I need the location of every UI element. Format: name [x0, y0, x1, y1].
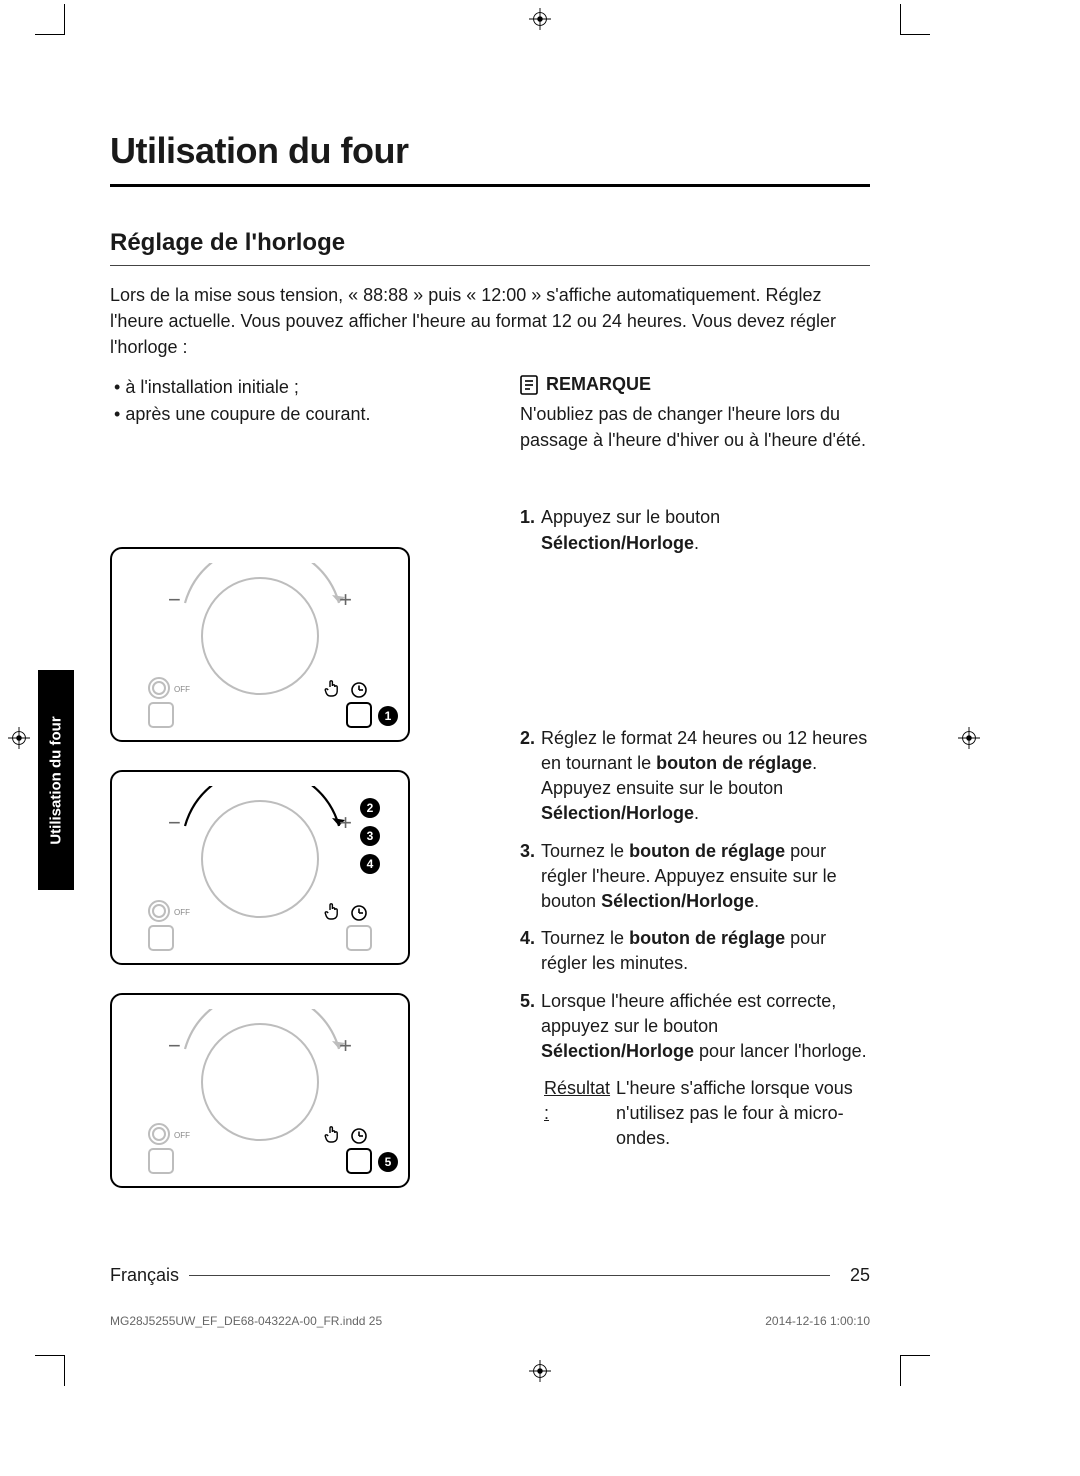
step-text: Lorsque l'heure affichée est correcte, a…	[541, 989, 870, 1065]
note-icon	[520, 375, 538, 395]
crop-mark	[35, 34, 65, 35]
step-badge: 4	[360, 854, 380, 874]
minus-icon: −	[168, 810, 181, 836]
step-badge: 3	[360, 826, 380, 846]
bullet-item: à l'installation initiale ;	[114, 374, 490, 401]
step-2: 2. Réglez le format 24 heures ou 12 heur…	[520, 726, 870, 827]
step-4: 4. Tournez le bouton de réglage pour rég…	[520, 926, 870, 976]
step-badge: 2	[360, 798, 380, 818]
off-label: OFF	[174, 908, 190, 917]
registration-mark-icon	[529, 8, 551, 30]
note-heading: REMARQUE	[520, 374, 870, 395]
step-number: 2.	[520, 726, 535, 827]
title-rule	[110, 184, 870, 187]
minus-icon: −	[168, 587, 181, 613]
registration-mark-icon	[958, 727, 980, 749]
control-panels: − + OFF 1 − + OFF 2 3 4 − + OFF 5	[110, 547, 490, 1188]
intro-paragraph: Lors de la mise sous tension, « 88:88 » …	[110, 282, 870, 360]
indd-filename: MG28J5255UW_EF_DE68-04322A-00_FR.indd 25	[110, 1314, 382, 1328]
page-title: Utilisation du four	[110, 130, 870, 172]
clock-icon	[350, 904, 368, 927]
plus-icon: +	[339, 1033, 352, 1059]
clock-icon	[350, 681, 368, 704]
off-knob-icon	[148, 900, 170, 922]
print-timestamp: 2014-12-16 1:00:10	[765, 1314, 870, 1328]
footer-rule	[189, 1275, 830, 1276]
select-clock-button-icon	[346, 702, 372, 728]
step-1: 1. Appuyez sur le bouton Sélection/Horlo…	[520, 505, 870, 555]
off-knob-icon	[148, 677, 170, 699]
step-number: 3.	[520, 839, 535, 915]
control-panel: − + OFF 1	[110, 547, 410, 742]
step-text: Tournez le bouton de réglage pour régler…	[541, 926, 870, 976]
touch-icon	[324, 679, 342, 704]
step-text: Réglez le format 24 heures ou 12 heures …	[541, 726, 870, 827]
step-text: Appuyez sur le bouton Sélection/Horloge.	[541, 505, 870, 555]
page-number: 25	[850, 1265, 870, 1286]
touch-icon	[324, 902, 342, 927]
step-badge: 1	[378, 706, 398, 726]
crop-mark	[900, 34, 930, 35]
minus-icon: −	[168, 1033, 181, 1059]
dial-icon	[201, 800, 319, 918]
crop-mark	[64, 4, 65, 34]
crop-mark	[64, 1356, 65, 1386]
result-label: Résultat :	[544, 1076, 610, 1152]
crop-mark	[35, 1355, 65, 1356]
result-body: L'heure s'affiche lorsque vous n'utilise…	[616, 1076, 870, 1152]
step-badge: 5	[378, 1152, 398, 1172]
clock-icon	[350, 1127, 368, 1150]
note-label: REMARQUE	[546, 374, 651, 395]
result: Résultat : L'heure s'affiche lorsque vou…	[520, 1076, 870, 1152]
step-text: Tournez le bouton de réglage pour régler…	[541, 839, 870, 915]
section-title: Réglage de l'horloge	[110, 229, 870, 257]
footer-language: Français	[110, 1265, 179, 1286]
button-icon	[148, 925, 174, 951]
section-rule	[110, 265, 870, 266]
print-footer: MG28J5255UW_EF_DE68-04322A-00_FR.indd 25…	[110, 1314, 870, 1328]
page-footer: Français 25	[110, 1264, 870, 1286]
off-knob-icon	[148, 1123, 170, 1145]
dial-icon	[201, 1023, 319, 1141]
crop-mark	[900, 1355, 930, 1356]
side-tab: Utilisation du four	[38, 670, 74, 890]
bullet-list: à l'installation initiale ; après une co…	[110, 374, 490, 428]
step-number: 1.	[520, 505, 535, 555]
step-3: 3. Tournez le bouton de réglage pour rég…	[520, 839, 870, 915]
off-label: OFF	[174, 1131, 190, 1140]
button-icon	[148, 702, 174, 728]
select-clock-button-icon	[346, 1148, 372, 1174]
step-5: 5. Lorsque l'heure affichée est correcte…	[520, 989, 870, 1065]
plus-icon: +	[339, 587, 352, 613]
note-body: N'oubliez pas de changer l'heure lors du…	[520, 401, 870, 453]
control-panel: − + OFF 5	[110, 993, 410, 1188]
registration-mark-icon	[529, 1360, 551, 1382]
step-number: 4.	[520, 926, 535, 976]
bullet-item: après une coupure de courant.	[114, 401, 490, 428]
crop-mark	[900, 1356, 901, 1386]
crop-mark	[900, 4, 901, 34]
step-number: 5.	[520, 989, 535, 1065]
off-label: OFF	[174, 685, 190, 694]
touch-icon	[324, 1125, 342, 1150]
side-tab-label: Utilisation du four	[48, 716, 65, 844]
registration-mark-icon	[8, 727, 30, 749]
plus-icon: +	[339, 810, 352, 836]
control-panel: − + OFF 2 3 4	[110, 770, 410, 965]
dial-icon	[201, 577, 319, 695]
button-icon	[148, 1148, 174, 1174]
select-clock-button-icon	[346, 925, 372, 951]
